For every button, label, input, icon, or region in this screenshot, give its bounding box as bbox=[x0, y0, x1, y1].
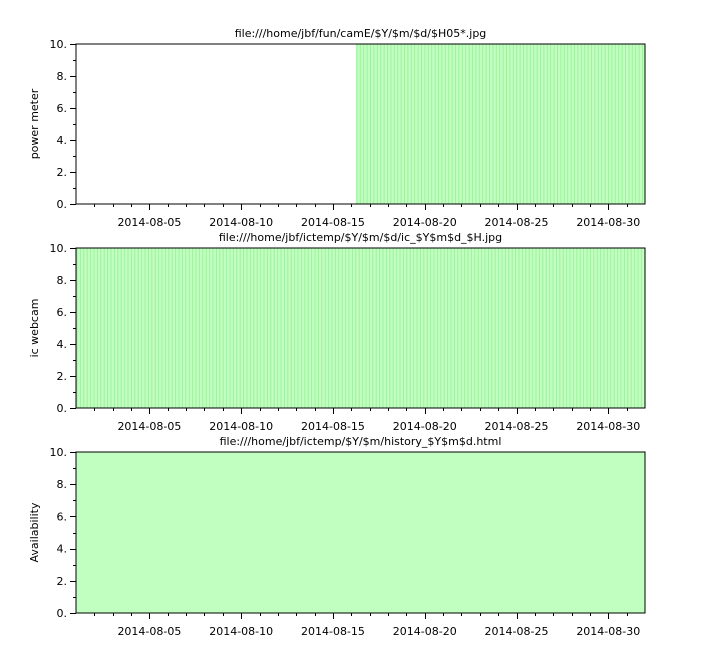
y-tick-label: 8. bbox=[57, 70, 68, 83]
y-ticks bbox=[70, 44, 76, 205]
y-tick-label: 2. bbox=[57, 370, 68, 383]
x-ticks bbox=[94, 613, 628, 619]
y-tick-label: 10. bbox=[50, 242, 68, 255]
coverage-bar-1 bbox=[76, 452, 645, 613]
y-tick-label: 8. bbox=[57, 274, 68, 287]
chart-panel-1: file:///home/jbf/fun/camE/$Y/$m/$d/$H05*… bbox=[28, 27, 646, 229]
x-tick-label: 2014-08-25 bbox=[485, 625, 549, 638]
y-tick-label: 10. bbox=[50, 38, 68, 51]
y-tick-label: 4. bbox=[57, 338, 68, 351]
y-axis-label: power meter bbox=[28, 88, 41, 159]
y-tick-label: 6. bbox=[57, 102, 68, 115]
x-tick-label: 2014-08-10 bbox=[209, 216, 273, 229]
x-tick-label: 2014-08-05 bbox=[117, 216, 181, 229]
x-tick-label: 2014-08-30 bbox=[576, 216, 640, 229]
x-tick-label: 2014-08-05 bbox=[117, 420, 181, 433]
x-tick-label: 2014-08-20 bbox=[393, 216, 457, 229]
x-ticks bbox=[94, 204, 628, 210]
y-tick-label: 4. bbox=[57, 543, 68, 556]
x-tick-label: 2014-08-30 bbox=[576, 625, 640, 638]
x-tick-label: 2014-08-20 bbox=[393, 420, 457, 433]
chart-title: file:///home/jbf/fun/camE/$Y/$m/$d/$H05*… bbox=[235, 27, 487, 40]
hour-bar-lines bbox=[356, 44, 643, 204]
x-tick-label: 2014-08-25 bbox=[485, 216, 549, 229]
x-tick-label: 2014-08-15 bbox=[301, 625, 365, 638]
chart-panel-3: file:///home/jbf/ictemp/$Y/$m/history_$Y… bbox=[28, 435, 646, 638]
y-tick-label: 0. bbox=[57, 607, 68, 620]
y-tick-label: 2. bbox=[57, 575, 68, 588]
y-tick-label: 4. bbox=[57, 134, 68, 147]
x-tick-label: 2014-08-10 bbox=[209, 420, 273, 433]
y-tick-label: 10. bbox=[50, 446, 68, 459]
hour-bar-lines bbox=[76, 248, 642, 408]
chart-title: file:///home/jbf/ictemp/$Y/$m/history_$Y… bbox=[220, 435, 502, 448]
plot-frame bbox=[75, 451, 646, 614]
x-tick-label: 2014-08-30 bbox=[576, 420, 640, 433]
chart-title: file:///home/jbf/ictemp/$Y/$m/$d/ic_$Y$m… bbox=[219, 231, 502, 244]
y-ticks bbox=[70, 452, 76, 614]
y-tick-label: 0. bbox=[57, 402, 68, 415]
y-axis-label: ic webcam bbox=[28, 299, 41, 358]
chart-panel-2: file:///home/jbf/ictemp/$Y/$m/$d/ic_$Y$m… bbox=[28, 231, 646, 433]
y-tick-label: 6. bbox=[57, 306, 68, 319]
y-axis-label: Availability bbox=[28, 502, 41, 562]
y-tick-label: 0. bbox=[57, 198, 68, 211]
coverage-bar-1 bbox=[76, 248, 645, 408]
y-tick-label: 6. bbox=[57, 510, 68, 523]
x-tick-label: 2014-08-15 bbox=[301, 216, 365, 229]
x-tick-label: 2014-08-05 bbox=[117, 625, 181, 638]
x-tick-label: 2014-08-20 bbox=[393, 625, 457, 638]
x-tick-label: 2014-08-10 bbox=[209, 625, 273, 638]
y-tick-label: 2. bbox=[57, 166, 68, 179]
x-tick-label: 2014-08-25 bbox=[485, 420, 549, 433]
x-tick-label: 2014-08-15 bbox=[301, 420, 365, 433]
x-ticks bbox=[94, 408, 628, 414]
y-ticks bbox=[70, 248, 76, 409]
y-tick-label: 8. bbox=[57, 478, 68, 491]
